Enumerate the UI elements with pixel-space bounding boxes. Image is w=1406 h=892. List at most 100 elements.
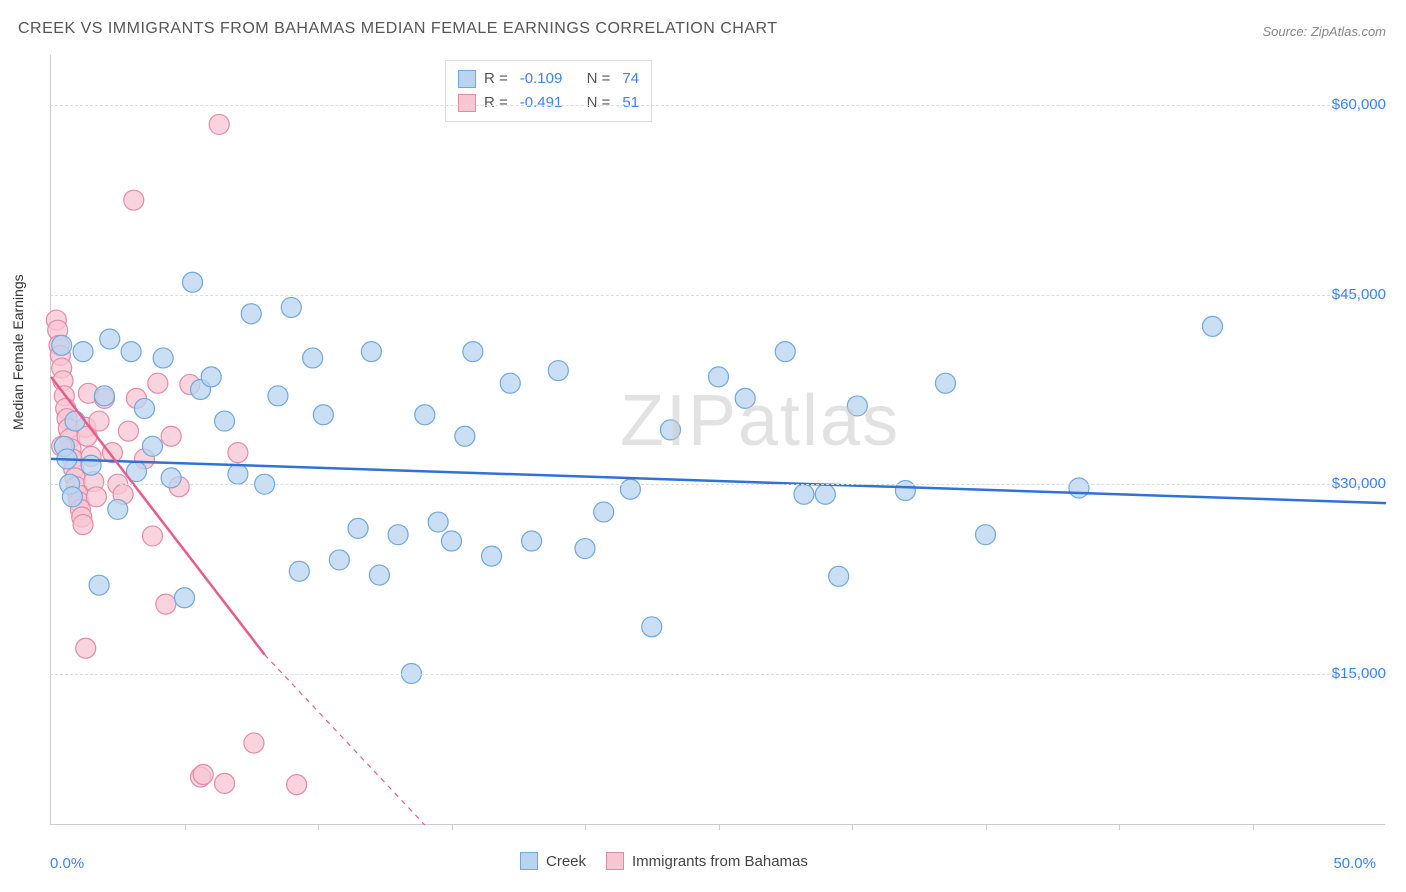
chart-plot-area: [50, 55, 1385, 825]
data-point: [847, 396, 867, 416]
y-tick-label: $30,000: [1332, 475, 1386, 492]
data-point: [193, 765, 213, 785]
x-tick: [986, 824, 987, 830]
gridline-h: [50, 484, 1385, 485]
data-point: [575, 539, 595, 559]
legend-item: Immigrants from Bahamas: [606, 852, 808, 870]
data-point: [161, 426, 181, 446]
data-point: [303, 348, 323, 368]
data-point: [775, 342, 795, 362]
gridline-h: [50, 674, 1385, 675]
data-point: [500, 373, 520, 393]
y-tick-label: $45,000: [1332, 286, 1386, 303]
legend-label: Immigrants from Bahamas: [632, 853, 808, 870]
data-point: [89, 411, 109, 431]
r-label: R =: [484, 91, 508, 115]
n-label: N =: [587, 67, 611, 91]
n-value: 74: [622, 67, 639, 91]
data-point: [281, 297, 301, 317]
data-point: [175, 588, 195, 608]
data-point: [142, 436, 162, 456]
data-point: [313, 405, 333, 425]
data-point: [73, 342, 93, 362]
data-point: [348, 518, 368, 538]
legend-stat-row: R = -0.491 N = 51: [458, 91, 639, 115]
x-axis-max-label: 50.0%: [1333, 855, 1376, 872]
data-point: [65, 411, 85, 431]
y-tick-label: $60,000: [1332, 96, 1386, 113]
data-point: [794, 484, 814, 504]
data-point: [153, 348, 173, 368]
data-point: [201, 367, 221, 387]
data-point: [228, 464, 248, 484]
gridline-h: [50, 105, 1385, 106]
x-tick: [1253, 824, 1254, 830]
x-tick: [318, 824, 319, 830]
data-point: [482, 546, 502, 566]
legend-label: Creek: [546, 853, 586, 870]
chart-svg: [51, 55, 1385, 824]
x-tick: [452, 824, 453, 830]
gridline-h: [50, 295, 1385, 296]
data-point: [522, 531, 542, 551]
legend-series: Creek Immigrants from Bahamas: [520, 852, 808, 870]
data-point: [442, 531, 462, 551]
data-point: [215, 411, 235, 431]
data-point: [215, 773, 235, 793]
data-point: [660, 420, 680, 440]
data-point: [81, 455, 101, 475]
data-point: [935, 373, 955, 393]
x-tick: [185, 824, 186, 830]
x-tick: [585, 824, 586, 830]
data-point: [228, 443, 248, 463]
data-point: [594, 502, 614, 522]
data-point: [829, 566, 849, 586]
data-point: [287, 775, 307, 795]
data-point: [121, 342, 141, 362]
n-value: 51: [622, 91, 639, 115]
source-label: Source: ZipAtlas.com: [1262, 24, 1386, 39]
y-tick-label: $15,000: [1332, 665, 1386, 682]
data-point: [118, 421, 138, 441]
data-point: [89, 575, 109, 595]
x-tick: [719, 824, 720, 830]
data-point: [709, 367, 729, 387]
data-point: [1202, 316, 1222, 336]
data-point: [94, 386, 114, 406]
data-point: [134, 398, 154, 418]
data-point: [73, 515, 93, 535]
chart-title: CREEK VS IMMIGRANTS FROM BAHAMAS MEDIAN …: [18, 20, 778, 38]
data-point: [388, 525, 408, 545]
legend-swatch: [458, 70, 476, 88]
data-point: [108, 499, 128, 519]
r-label: R =: [484, 67, 508, 91]
data-point: [976, 525, 996, 545]
data-point: [361, 342, 381, 362]
trend-line: [51, 459, 1386, 503]
data-point: [289, 561, 309, 581]
data-point: [183, 272, 203, 292]
data-point: [124, 190, 144, 210]
data-point: [100, 329, 120, 349]
data-point: [415, 405, 435, 425]
data-point: [463, 342, 483, 362]
legend-item: Creek: [520, 852, 586, 870]
legend-stat-row: R = -0.109 N = 74: [458, 67, 639, 91]
trend-line: [265, 655, 425, 825]
r-value: -0.491: [520, 91, 563, 115]
data-point: [209, 114, 229, 134]
legend-swatch: [458, 94, 476, 112]
y-axis-label: Median Female Earnings: [10, 274, 26, 430]
data-point: [815, 484, 835, 504]
data-point: [455, 426, 475, 446]
data-point: [428, 512, 448, 532]
data-point: [548, 361, 568, 381]
x-axis-min-label: 0.0%: [50, 855, 84, 872]
data-point: [329, 550, 349, 570]
data-point: [268, 386, 288, 406]
data-point: [642, 617, 662, 637]
legend-swatch: [520, 852, 538, 870]
legend-swatch: [606, 852, 624, 870]
data-point: [735, 388, 755, 408]
data-point: [1069, 478, 1089, 498]
